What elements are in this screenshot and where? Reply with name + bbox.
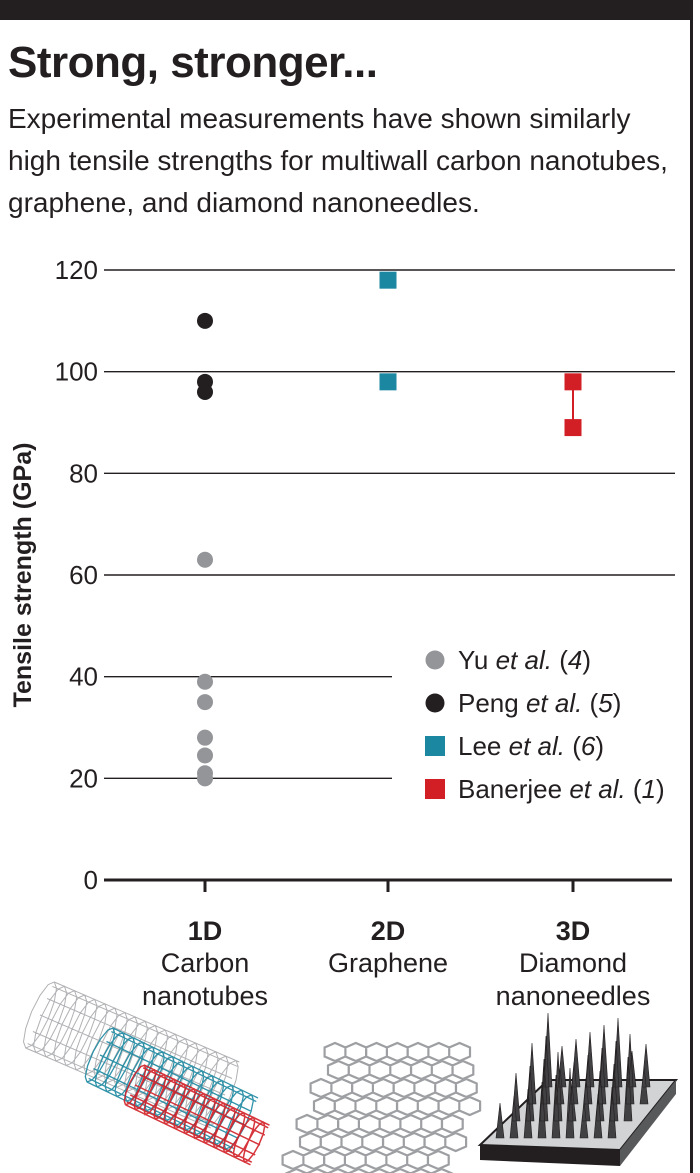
legend-label: Lee et al. (6): [458, 731, 604, 761]
legend-marker: [425, 693, 445, 713]
legend-label: Yu et al. (4): [458, 645, 591, 675]
graphene-lattice: [281, 1041, 482, 1173]
gridlines: [104, 269, 675, 780]
diamond-nanoneedles-illustration: [477, 1012, 679, 1166]
data-point: [379, 373, 397, 391]
y-tick-label: 80: [69, 458, 98, 488]
y-tick-label: 40: [69, 662, 98, 692]
legend-marker: [425, 736, 445, 756]
y-tick-label: 120: [55, 255, 98, 285]
data-point: [197, 770, 213, 787]
nanotube-shell: [22, 981, 240, 1129]
data-point: [197, 312, 213, 329]
x-category-sublabel: nanotubes: [142, 981, 268, 1011]
x-tick-label: 3D: [556, 916, 591, 946]
y-tick-label: 60: [69, 560, 98, 590]
data-point: [197, 729, 213, 746]
y-tick-label: 20: [69, 763, 98, 793]
y-tick-label: 0: [84, 865, 98, 895]
legend-marker: [425, 779, 445, 799]
x-tick-label: 2D: [371, 916, 406, 946]
data-point: [379, 271, 397, 289]
substrate-front: [480, 1145, 620, 1166]
data-point: [564, 373, 582, 391]
data-point: [197, 551, 213, 568]
x-category-sublabel: nanoneedles: [496, 981, 651, 1011]
chart-title: Strong, stronger...: [8, 38, 378, 87]
y-axis-label: Tensile strength (GPa): [9, 443, 37, 708]
data-point: [197, 747, 213, 764]
data-point: [564, 419, 582, 437]
x-category-sublabel: Diamond: [519, 948, 627, 978]
x-category-sublabel: Carbon: [161, 948, 250, 978]
illustrations: [22, 981, 679, 1173]
legend-label: Peng et al. (5): [458, 688, 621, 718]
x-tick-label: 1D: [188, 916, 223, 946]
y-tick-label: 100: [55, 357, 98, 387]
needles: [495, 1012, 651, 1139]
substrate-side: [620, 1080, 676, 1166]
legend: Yu et al. (4) Peng et al. (5) Lee et al. (…: [425, 645, 665, 804]
legend-label: Banerjee et al. (1): [458, 774, 665, 804]
data-point: [197, 694, 213, 711]
data-point: [197, 673, 213, 690]
chart-subtitle: Experimental measurements have shown sim…: [8, 103, 668, 218]
graphene-sheet-illustration: [281, 1041, 482, 1173]
top-rule: [0, 0, 692, 20]
data-point: [197, 384, 213, 400]
right-rule: [690, 0, 693, 1173]
legend-marker: [425, 650, 445, 670]
data-marks: [197, 271, 582, 787]
nanotube-shell: [123, 1064, 270, 1166]
x-category-sublabel: Graphene: [328, 948, 448, 978]
carbon-nanotube-illustration: [22, 981, 270, 1166]
